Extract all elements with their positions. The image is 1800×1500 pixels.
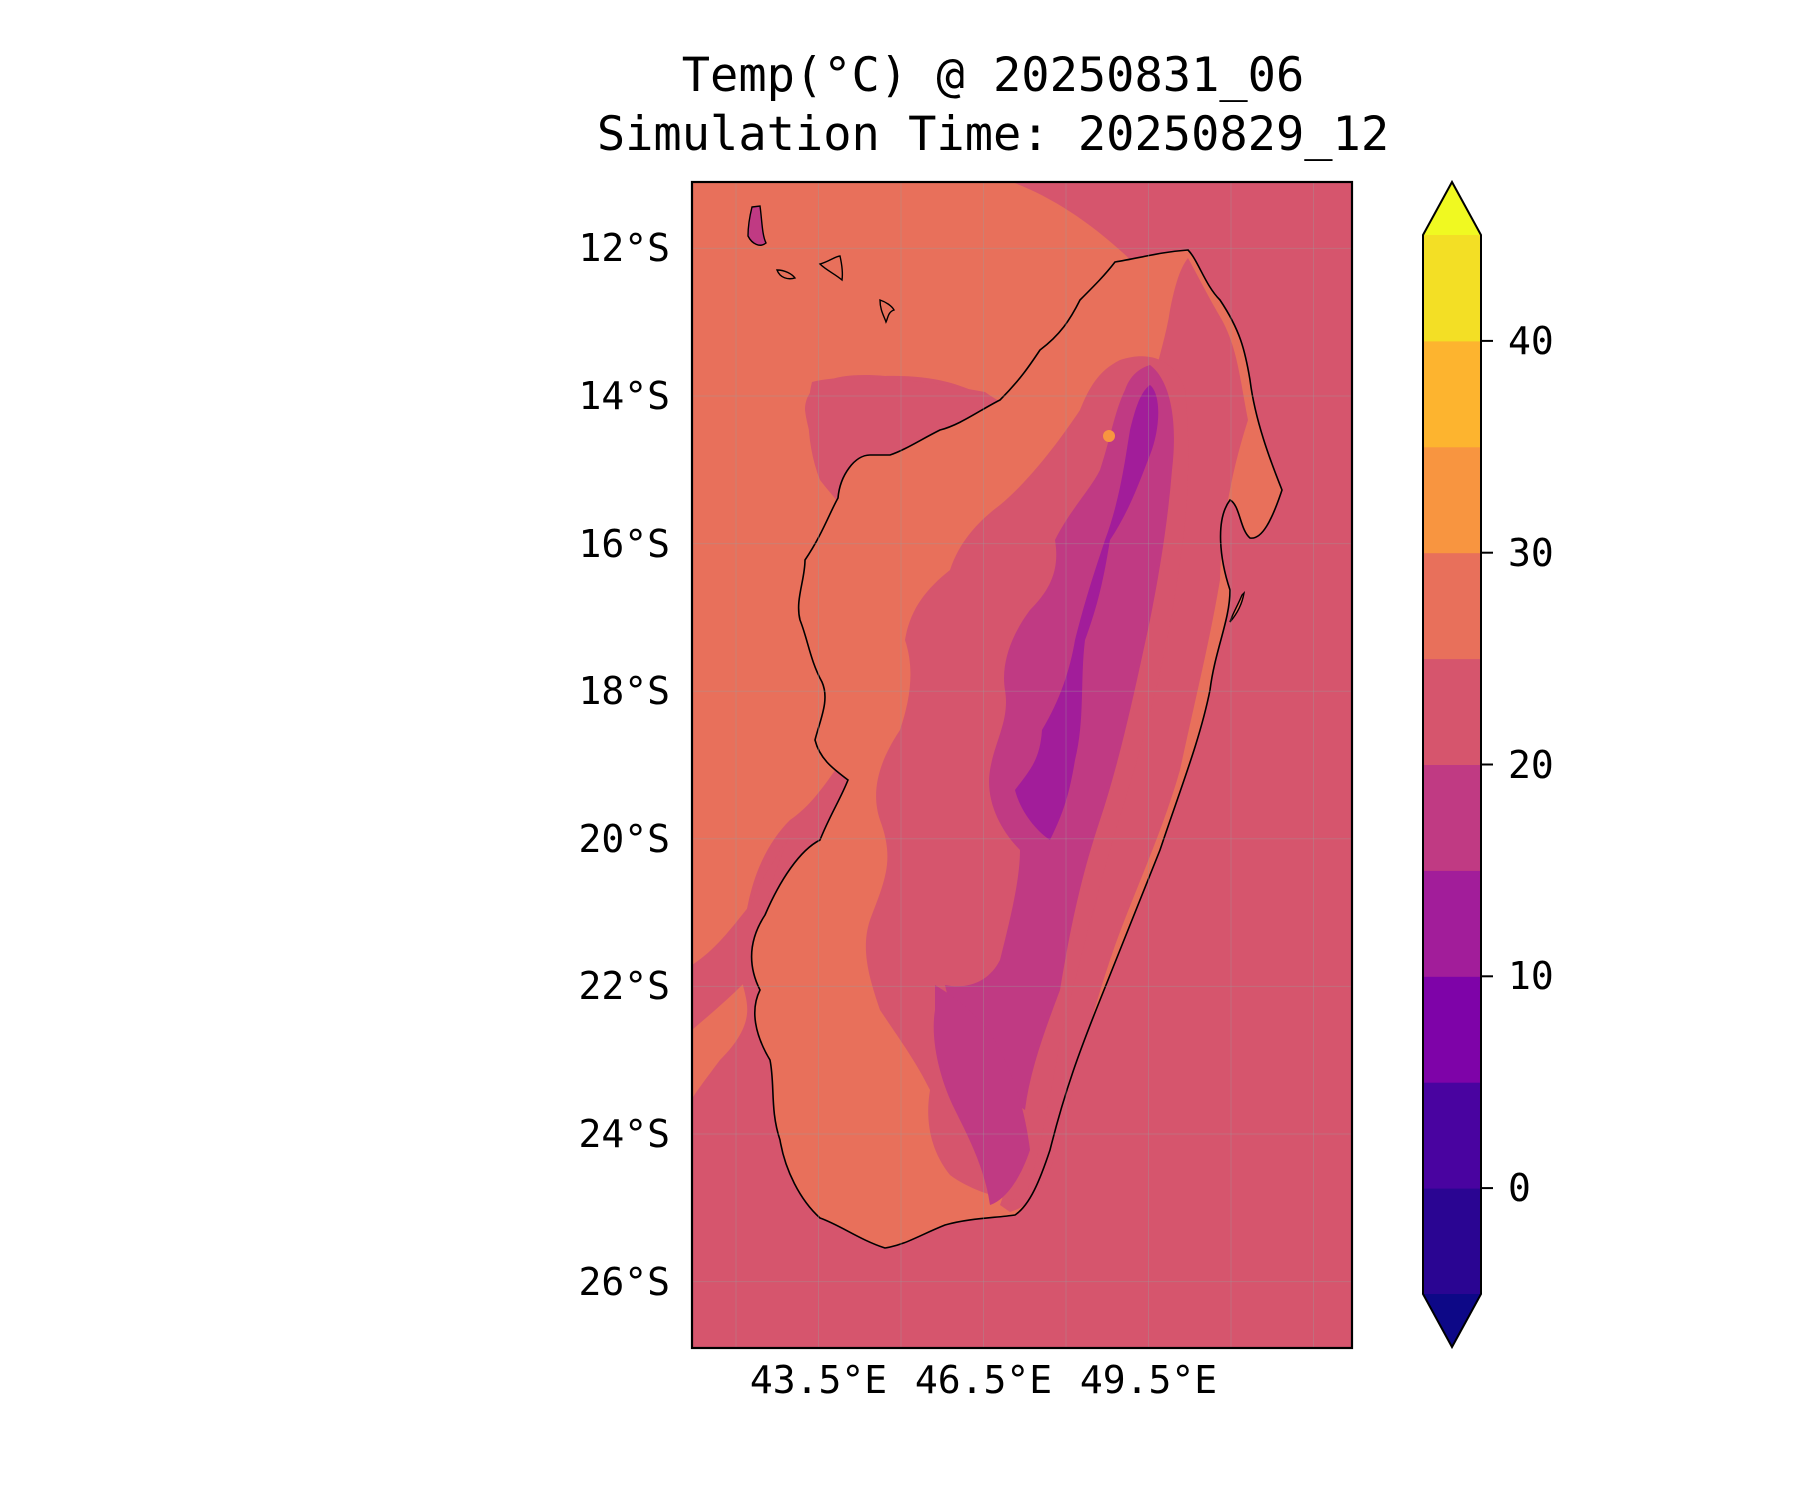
colorbar-tick-label: 30 — [1508, 530, 1554, 575]
island-grande-comore — [747, 205, 767, 246]
island-mayotte — [879, 299, 895, 324]
colorbar-outline — [1422, 179, 1482, 1350]
x-tick-label: 46.5°E — [914, 1358, 1053, 1402]
y-tick-label: 26°S — [578, 1259, 670, 1304]
colorbar-tick-label: 20 — [1508, 742, 1554, 787]
island-anjouan — [818, 255, 844, 282]
colorbar-tick-label: 40 — [1508, 318, 1554, 363]
sea-southwest-strip — [692, 835, 790, 1030]
colorbar-band — [1423, 552, 1481, 660]
y-tick-label: 20°S — [578, 816, 670, 861]
colorbar-band — [1423, 1188, 1481, 1295]
y-tick-label: 22°S — [578, 964, 670, 1009]
colorbar-band — [1423, 764, 1481, 871]
gridlines — [692, 182, 1352, 1348]
colorbar-band — [1423, 870, 1481, 977]
island-sainte-marie — [1229, 590, 1246, 623]
chart-title: Temp(°C) @ 20250831_06 — [681, 48, 1305, 103]
colorbar-band — [1423, 1082, 1481, 1189]
colorbar-under-extend — [1423, 1294, 1481, 1347]
colorbar-tick-label: 10 — [1508, 954, 1554, 999]
colorbar-band — [1423, 976, 1481, 1083]
colorbar-band — [1423, 446, 1481, 554]
y-tick-label: 14°S — [578, 374, 670, 418]
x-tick-label: 43.5°E — [749, 1358, 888, 1402]
map-frame — [690, 180, 1354, 1350]
colorbar-band — [1423, 658, 1481, 765]
warm-spot — [1103, 430, 1115, 442]
island-moheli — [775, 269, 797, 280]
colorbar-band — [1423, 235, 1481, 342]
y-tick-label: 12°S — [578, 226, 670, 271]
coastline — [750, 249, 1283, 1249]
colorbar-tick-label: 0 — [1508, 1166, 1531, 1211]
land-southeast-band — [933, 985, 1030, 1205]
colorbar-over-extend — [1423, 182, 1481, 235]
colorbar — [1422, 179, 1493, 1350]
chart-subtitle: Simulation Time: 20250829_12 — [596, 107, 1390, 162]
x-tick-label: 49.5°E — [1079, 1358, 1218, 1402]
y-tick-label: 16°S — [578, 521, 670, 566]
y-tick-label: 18°S — [578, 669, 670, 714]
y-tick-label: 24°S — [578, 1111, 670, 1156]
map-plot-area — [692, 182, 1352, 1348]
land-core-band — [1015, 385, 1159, 840]
colorbar-band — [1423, 340, 1481, 448]
